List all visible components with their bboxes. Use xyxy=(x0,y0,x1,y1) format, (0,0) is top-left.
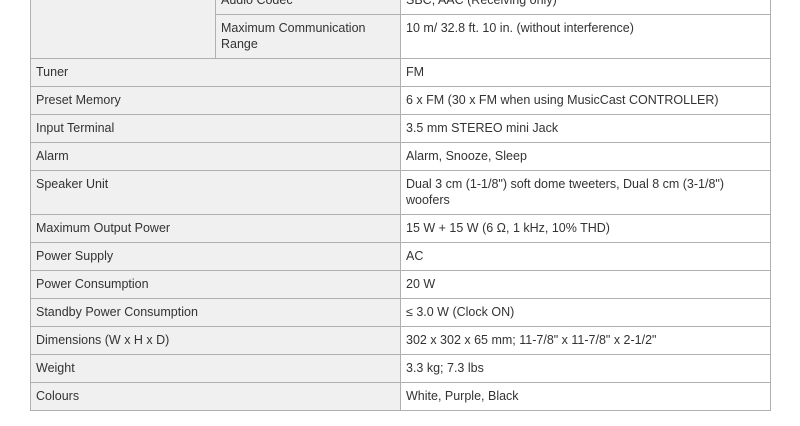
spec-label: Weight xyxy=(30,354,401,383)
spec-table: Audio Codec SBC, AAC (Receiving only) Ma… xyxy=(30,0,771,411)
spec-value: 15 W + 15 W (6 Ω, 1 kHz, 10% THD) xyxy=(400,214,771,243)
spec-label: Maximum Output Power xyxy=(30,214,401,243)
spec-label: Colours xyxy=(30,382,401,411)
spec-row: Power Consumption 20 W xyxy=(30,270,771,299)
spec-value: FM xyxy=(400,58,771,87)
spec-label: Audio Codec xyxy=(215,0,401,15)
spec-label: Maximum Communication Range xyxy=(215,14,401,59)
spec-label: Input Terminal xyxy=(30,114,401,143)
spec-label: Dimensions (W x H x D) xyxy=(30,326,401,355)
spec-row: Maximum Communication Range 10 m/ 32.8 f… xyxy=(31,14,771,59)
spec-label: Power Consumption xyxy=(30,270,401,299)
spec-row: Preset Memory 6 x FM (30 x FM when using … xyxy=(30,86,771,115)
spec-value: Alarm, Snooze, Sleep xyxy=(400,142,771,171)
spec-row: Maximum Output Power 15 W + 15 W (6 Ω, 1 … xyxy=(30,214,771,243)
spec-label: Preset Memory xyxy=(30,86,401,115)
spec-value: SBC, AAC (Receiving only) xyxy=(400,0,771,15)
spec-row: Input Terminal 3.5 mm STEREO mini Jack xyxy=(30,114,771,143)
spec-value: 20 W xyxy=(400,270,771,299)
spec-value: White, Purple, Black xyxy=(400,382,771,411)
spec-row: Audio Codec SBC, AAC (Receiving only) xyxy=(30,0,771,59)
spec-value: 6 x FM (30 x FM when using MusicCast CON… xyxy=(400,86,771,115)
spec-label: Speaker Unit xyxy=(30,170,401,215)
spec-value: 3.5 mm STEREO mini Jack xyxy=(400,114,771,143)
spec-value: ≤ 3.0 W (Clock ON) xyxy=(400,298,771,327)
spec-label: Alarm xyxy=(30,142,401,171)
spec-value: 302 x 302 x 65 mm; 11-7/8" x 11-7/8" x 2… xyxy=(400,326,771,355)
spec-value: 10 m/ 32.8 ft. 10 in. (without interfere… xyxy=(400,14,771,59)
spec-value: Dual 3 cm (1-1/8") soft dome tweeters, D… xyxy=(400,170,771,215)
group-label-cell xyxy=(30,0,216,59)
spec-row: Tuner FM xyxy=(30,58,771,87)
spec-value: AC xyxy=(400,242,771,271)
spec-row: Speaker Unit Dual 3 cm (1-1/8") soft dome… xyxy=(30,170,771,215)
spec-value: 3.3 kg; 7.3 lbs xyxy=(400,354,771,383)
spec-row: Colours White, Purple, Black xyxy=(30,382,771,411)
spec-row: Power Supply AC xyxy=(30,242,771,271)
spec-row: Dimensions (W x H x D) 302 x 302 x 65 mm;… xyxy=(30,326,771,355)
spec-row: Weight 3.3 kg; 7.3 lbs xyxy=(30,354,771,383)
spec-row: Standby Power Consumption ≤ 3.0 W (Clock … xyxy=(30,298,771,327)
spec-row: Alarm Alarm, Snooze, Sleep xyxy=(30,142,771,171)
spec-label: Standby Power Consumption xyxy=(30,298,401,327)
spec-label: Power Supply xyxy=(30,242,401,271)
spec-label: Tuner xyxy=(30,58,401,87)
